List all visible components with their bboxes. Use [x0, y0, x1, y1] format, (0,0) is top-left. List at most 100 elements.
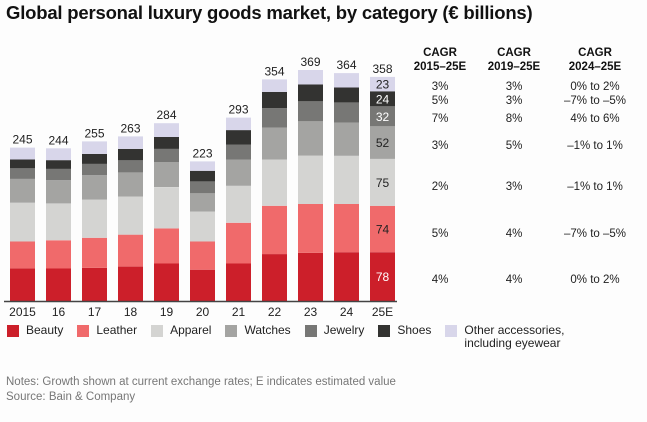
bar-segment-beauty	[226, 263, 251, 301]
legend-item: Leather	[77, 324, 137, 350]
bar-stack-19	[154, 123, 179, 301]
bar-segment-other-accessories	[262, 79, 287, 92]
total-label: 244	[48, 133, 68, 147]
cagr-value: –1% to 1%	[567, 181, 623, 193]
total-label: 358	[372, 62, 392, 76]
total-label: 255	[84, 126, 104, 140]
bar-segment-beauty	[118, 266, 143, 301]
bar-segment-jewelry	[370, 106, 395, 127]
bar-segment-jewelry	[154, 148, 179, 162]
legend-item: Watches	[225, 323, 291, 350]
bar-segment-jewelry	[334, 102, 359, 123]
bar-segment-shoes	[298, 84, 323, 102]
legend-swatch	[378, 325, 391, 337]
bar-segment-leather	[82, 237, 107, 268]
bar-segment-jewelry	[46, 168, 71, 181]
cagr-value: 2%	[432, 181, 449, 193]
bar-segment-jewelry	[118, 160, 143, 173]
bar-segment-other-accessories	[10, 147, 35, 160]
source-text: Source: Bain & Company	[6, 391, 136, 403]
legend-label: Watches	[244, 323, 291, 337]
segment-value-label: 75	[376, 176, 390, 190]
bar-segment-watches	[190, 193, 215, 212]
total-label: 284	[156, 108, 176, 122]
bar-segment-apparel	[10, 202, 35, 242]
bar-segment-shoes	[82, 153, 107, 164]
notes-text: Notes: Growth shown at current exchange …	[6, 376, 396, 388]
bar-segment-other-accessories	[226, 117, 251, 131]
legend-label: Other accessories, including eyewear	[464, 323, 565, 350]
x-tick-label: 25E	[372, 305, 393, 319]
cagr-value: 3%	[506, 81, 523, 93]
bar-segment-shoes	[46, 160, 71, 169]
legend-item: Shoes	[378, 324, 431, 350]
x-tick-label: 19	[160, 305, 174, 319]
bar-segment-watches	[118, 172, 143, 197]
legend-swatch	[225, 325, 238, 337]
bar-segment-apparel	[298, 155, 323, 204]
bar-segment-beauty	[46, 268, 71, 301]
segment-value-label: 74	[376, 223, 390, 237]
cagr-value: –7% to –5%	[564, 95, 626, 107]
bar-segment-leather	[154, 228, 179, 264]
bar-segment-leather	[190, 241, 215, 270]
bar-segment-watches	[10, 178, 35, 203]
cagr-header: 2024–25E	[569, 61, 622, 73]
bar-segment-apparel	[334, 155, 359, 204]
x-tick-label: 20	[196, 305, 210, 319]
bar-segment-watches	[262, 127, 287, 160]
bar-stack-21	[226, 117, 251, 301]
bar-segment-other-accessories	[190, 161, 215, 171]
bar-segment-shoes	[334, 87, 359, 103]
cagr-value: 3%	[432, 140, 449, 152]
bar-stack-22	[262, 79, 287, 302]
bar-segment-apparel	[226, 185, 251, 223]
bar-segment-jewelry	[298, 101, 323, 122]
legend-swatch	[445, 325, 458, 337]
bar-segment-beauty	[154, 263, 179, 301]
bar-segment-jewelry	[226, 144, 251, 160]
cagr-value: 5%	[506, 140, 523, 152]
total-label: 369	[300, 55, 320, 69]
bar-segment-other-accessories	[46, 148, 71, 161]
bar-segment-leather	[226, 222, 251, 264]
bar-segment-beauty	[10, 268, 35, 301]
cagr-value: 3%	[432, 81, 449, 93]
bar-segment-beauty	[334, 252, 359, 301]
segment-value-label: 24	[376, 92, 390, 106]
bar-segment-watches	[334, 122, 359, 156]
bar-segment-shoes	[262, 91, 287, 109]
bar-stack-16	[46, 148, 71, 301]
cagr-value: –1% to 1%	[567, 140, 623, 152]
bar-stack-20	[190, 161, 215, 301]
bar-segment-leather	[370, 205, 395, 253]
chart-title: Global personal luxury goods market, by …	[6, 2, 533, 23]
legend-label: Beauty	[26, 323, 64, 337]
bar-segment-beauty	[190, 269, 215, 301]
legend-label: Jewelry	[323, 323, 365, 337]
bar-segment-other-accessories	[334, 73, 359, 88]
cagr-header: 2015–25E	[414, 61, 467, 73]
bar-stack-23	[298, 70, 323, 301]
cagr-value: –7% to –5%	[564, 228, 626, 240]
bar-segment-other-accessories	[118, 136, 143, 149]
bar-segment-shoes	[226, 130, 251, 145]
bar-stack-24	[334, 73, 359, 301]
legend-item: Apparel	[151, 324, 211, 350]
x-tick-label: 17	[88, 305, 102, 319]
bar-segment-beauty	[298, 252, 323, 301]
bar-segment-leather	[262, 205, 287, 254]
bar-stack-18	[118, 136, 143, 301]
legend-item: Beauty	[7, 324, 63, 350]
cagr-header: CAGR	[578, 47, 613, 59]
bar-segment-beauty	[82, 267, 107, 301]
x-tick-labels: 2015 16 17 18 19 20 21 22 23 24 25E	[9, 305, 393, 319]
cagr-value: 4%	[506, 228, 523, 240]
cagr-value: 5%	[432, 95, 449, 107]
cagr-value: 3%	[506, 181, 523, 193]
bar-segment-apparel	[262, 159, 287, 206]
legend-item: Other accessories, including eyewear	[445, 324, 564, 350]
x-tick-label: 24	[340, 305, 354, 319]
bar-segment-apparel	[118, 196, 143, 235]
cagr-value: 4% to 6%	[570, 113, 619, 125]
